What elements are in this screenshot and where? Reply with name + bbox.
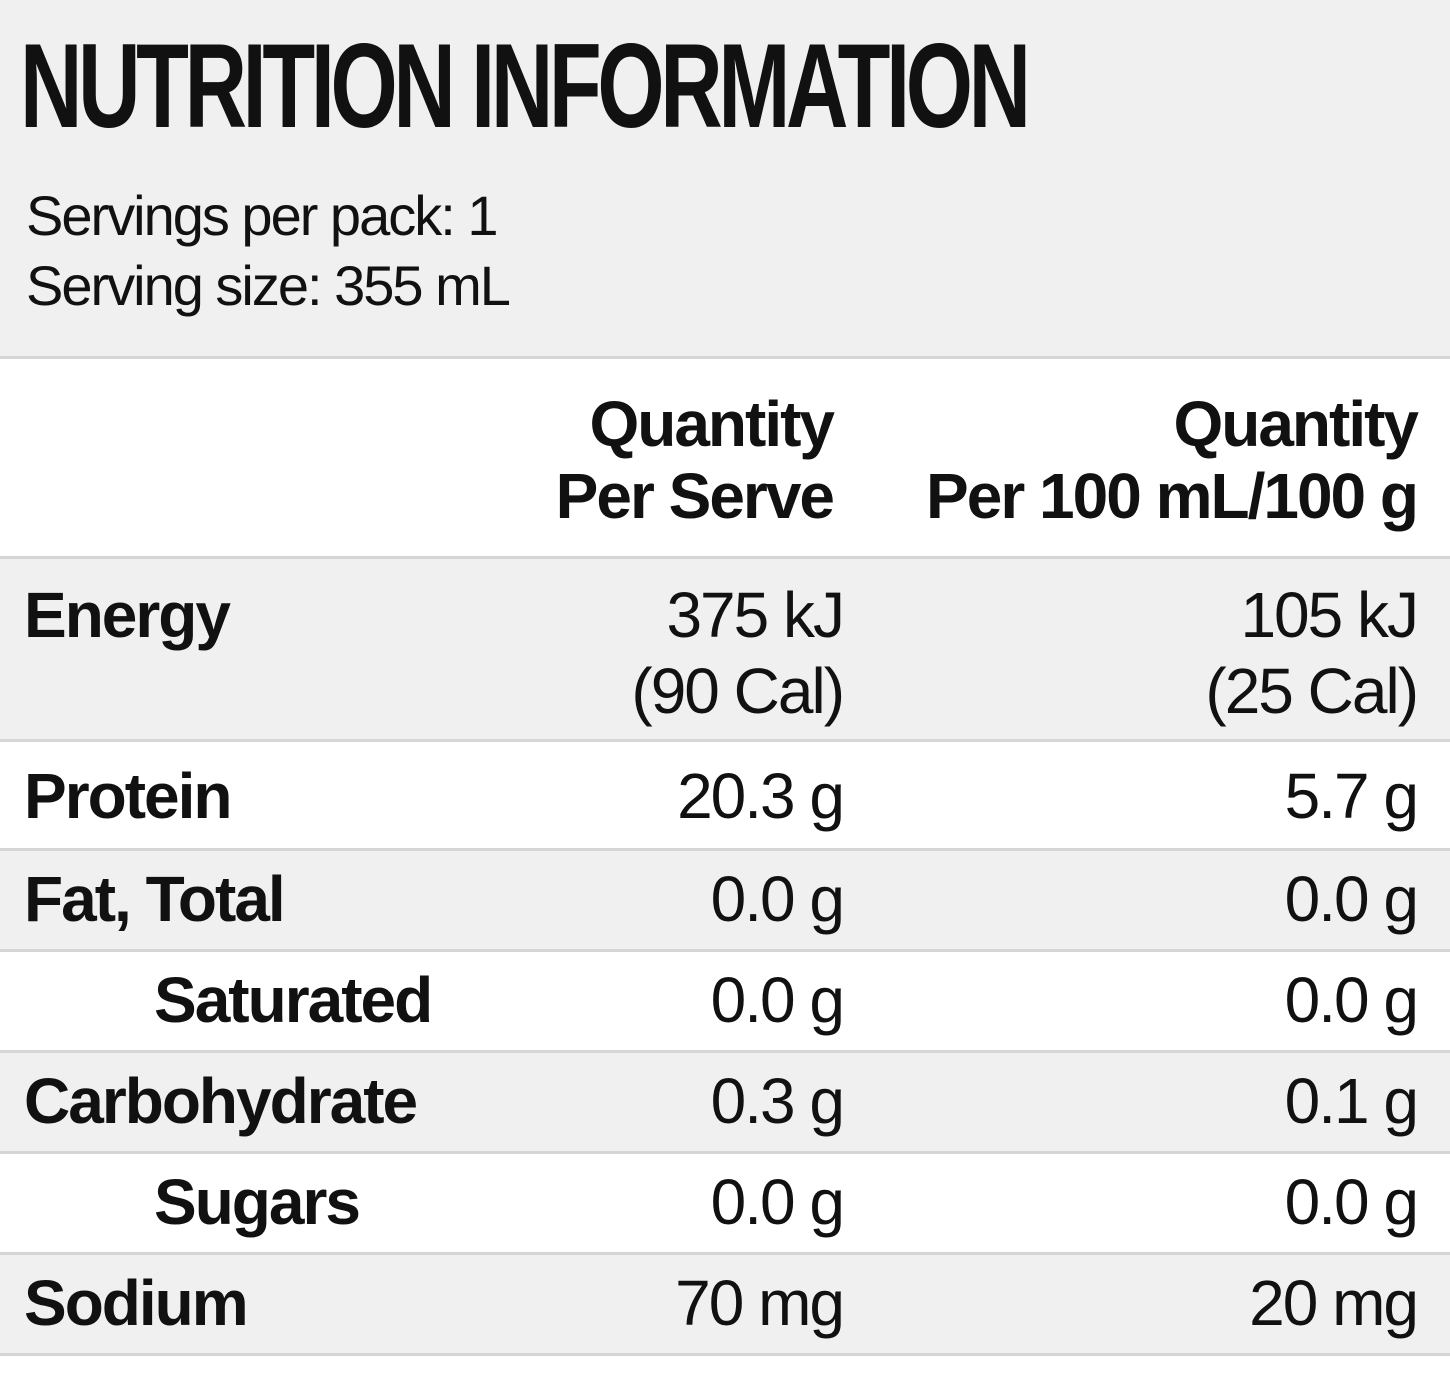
per-100-value: 0.0 g bbox=[1284, 962, 1419, 1038]
value-line: (25 Cal) bbox=[1205, 655, 1419, 727]
per-serve-value: 70 mg bbox=[675, 1265, 845, 1341]
nutrient-label: Saturated bbox=[154, 964, 433, 1036]
value-line: 20 mg bbox=[1249, 1267, 1419, 1339]
table-row-protein: Protein 20.3 g 5.7 g bbox=[0, 739, 1450, 848]
per-serve-value: 20.3 g bbox=[677, 758, 845, 834]
per-100-value: 0.1 g bbox=[1284, 1063, 1419, 1139]
value-line: 375 kJ bbox=[666, 579, 845, 651]
per-serve-value: 0.3 g bbox=[710, 1063, 845, 1139]
servings-per-pack: Servings per pack: 1 bbox=[26, 184, 498, 247]
value-line: 105 kJ bbox=[1240, 579, 1419, 651]
column-header-line: Quantity bbox=[1173, 388, 1419, 460]
value-line: 0.0 g bbox=[1284, 1166, 1419, 1238]
per-100-value: 20 mg bbox=[1249, 1265, 1419, 1341]
column-header-line: Per 100 mL/100 g bbox=[926, 460, 1419, 532]
table-row-energy: Energy 375 kJ (90 Cal) 105 kJ (25 Cal) bbox=[0, 556, 1450, 739]
column-header-line: Per Serve bbox=[555, 460, 835, 532]
value-line: 20.3 g bbox=[677, 760, 845, 832]
nutrient-label: Sugars bbox=[154, 1166, 361, 1238]
value-line: 0.0 g bbox=[1284, 964, 1419, 1036]
value-line: 0.0 g bbox=[710, 1166, 845, 1238]
table-row-sugars: Sugars 0.0 g 0.0 g bbox=[0, 1151, 1450, 1252]
nutrient-label: Protein bbox=[24, 760, 232, 832]
per-serve-value: 0.0 g bbox=[710, 1164, 845, 1240]
table-row-saturated: Saturated 0.0 g 0.0 g bbox=[0, 949, 1450, 1050]
value-line: 0.3 g bbox=[710, 1065, 845, 1137]
nutrient-label: Carbohydrate bbox=[24, 1065, 418, 1137]
per-100-value: 0.0 g bbox=[1284, 861, 1419, 937]
value-line: 0.0 g bbox=[710, 964, 845, 1036]
nutrient-label: Energy bbox=[24, 579, 231, 651]
column-header-per-serve: Quantity Per Serve bbox=[555, 388, 835, 532]
value-line: (90 Cal) bbox=[631, 655, 845, 727]
table-row-sodium: Sodium 70 mg 20 mg bbox=[0, 1252, 1450, 1356]
table-row-fat-total: Fat, Total 0.0 g 0.0 g bbox=[0, 848, 1450, 949]
value-line: 5.7 g bbox=[1284, 760, 1419, 832]
nutrient-label: Fat, Total bbox=[24, 863, 286, 935]
panel-title: NUTRITION INFORMATION bbox=[20, 19, 1031, 153]
panel-header: NUTRITION INFORMATION Servings per pack:… bbox=[0, 0, 1450, 359]
value-line: 70 mg bbox=[675, 1267, 845, 1339]
per-serve-value: 375 kJ (90 Cal) bbox=[631, 577, 845, 729]
column-header-per-100: Quantity Per 100 mL/100 g bbox=[926, 388, 1419, 532]
per-100-value: 105 kJ (25 Cal) bbox=[1205, 577, 1419, 729]
value-line: 0.0 g bbox=[1284, 863, 1419, 935]
serving-size: Serving size: 355 mL bbox=[26, 254, 511, 317]
table-row-carbohydrate: Carbohydrate 0.3 g 0.1 g bbox=[0, 1050, 1450, 1151]
value-line: 0.1 g bbox=[1284, 1065, 1419, 1137]
per-100-value: 5.7 g bbox=[1284, 758, 1419, 834]
per-serve-value: 0.0 g bbox=[710, 962, 845, 1038]
per-serve-value: 0.0 g bbox=[710, 861, 845, 937]
value-line: 0.0 g bbox=[710, 863, 845, 935]
per-100-value: 0.0 g bbox=[1284, 1164, 1419, 1240]
column-header-line: Quantity bbox=[589, 388, 835, 460]
nutrient-label: Sodium bbox=[24, 1267, 249, 1339]
